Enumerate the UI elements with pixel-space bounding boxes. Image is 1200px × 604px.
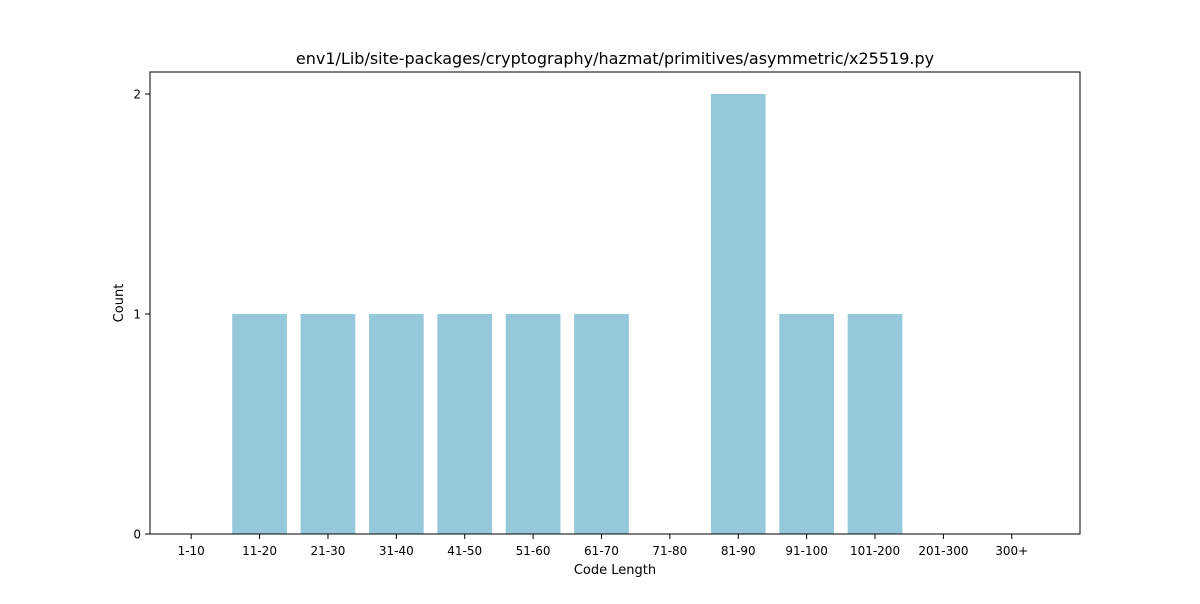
x-axis-label: Code Length <box>574 563 656 578</box>
y-axis: 0 1 2 <box>133 88 150 542</box>
x-tick-label: 81-90 <box>721 544 756 558</box>
x-tick-label: 201-300 <box>918 544 968 558</box>
x-tick-label: 11-20 <box>242 544 277 558</box>
bar-101-200 <box>847 314 903 534</box>
bar-31-40 <box>368 314 424 534</box>
x-tick-label: 41-50 <box>447 544 482 558</box>
x-tick-label: 1-10 <box>178 544 205 558</box>
y-axis-label: Count <box>112 284 127 323</box>
bar-81-90 <box>710 94 766 534</box>
bar-21-30 <box>300 314 356 534</box>
x-tick-label: 71-80 <box>652 544 687 558</box>
bar-61-70 <box>574 314 629 534</box>
chart-title: env1/Lib/site-packages/cryptography/hazm… <box>296 49 934 68</box>
x-tick-label: 91-100 <box>785 544 828 558</box>
bar-41-50 <box>437 314 493 534</box>
x-tick-label: 61-70 <box>584 544 619 558</box>
x-tick-label: 51-60 <box>516 544 551 558</box>
bar-51-60 <box>505 314 561 534</box>
x-tick-label: 300+ <box>995 544 1028 558</box>
bars-layer <box>232 94 903 534</box>
x-tick-label: 101-200 <box>850 544 900 558</box>
y-tick-label: 0 <box>133 528 141 542</box>
y-tick-label: 2 <box>133 88 141 102</box>
x-axis: 1-10 11-20 21-30 31-40 41-50 51-60 61-70 71-80 8… <box>178 534 1028 558</box>
x-tick-label: 31-40 <box>379 544 414 558</box>
x-tick-label: 21-30 <box>311 544 346 558</box>
bar-91-100 <box>779 314 834 534</box>
plot-frame <box>149 71 1081 535</box>
bar-11-20 <box>232 314 287 534</box>
y-tick-label: 1 <box>133 308 141 322</box>
